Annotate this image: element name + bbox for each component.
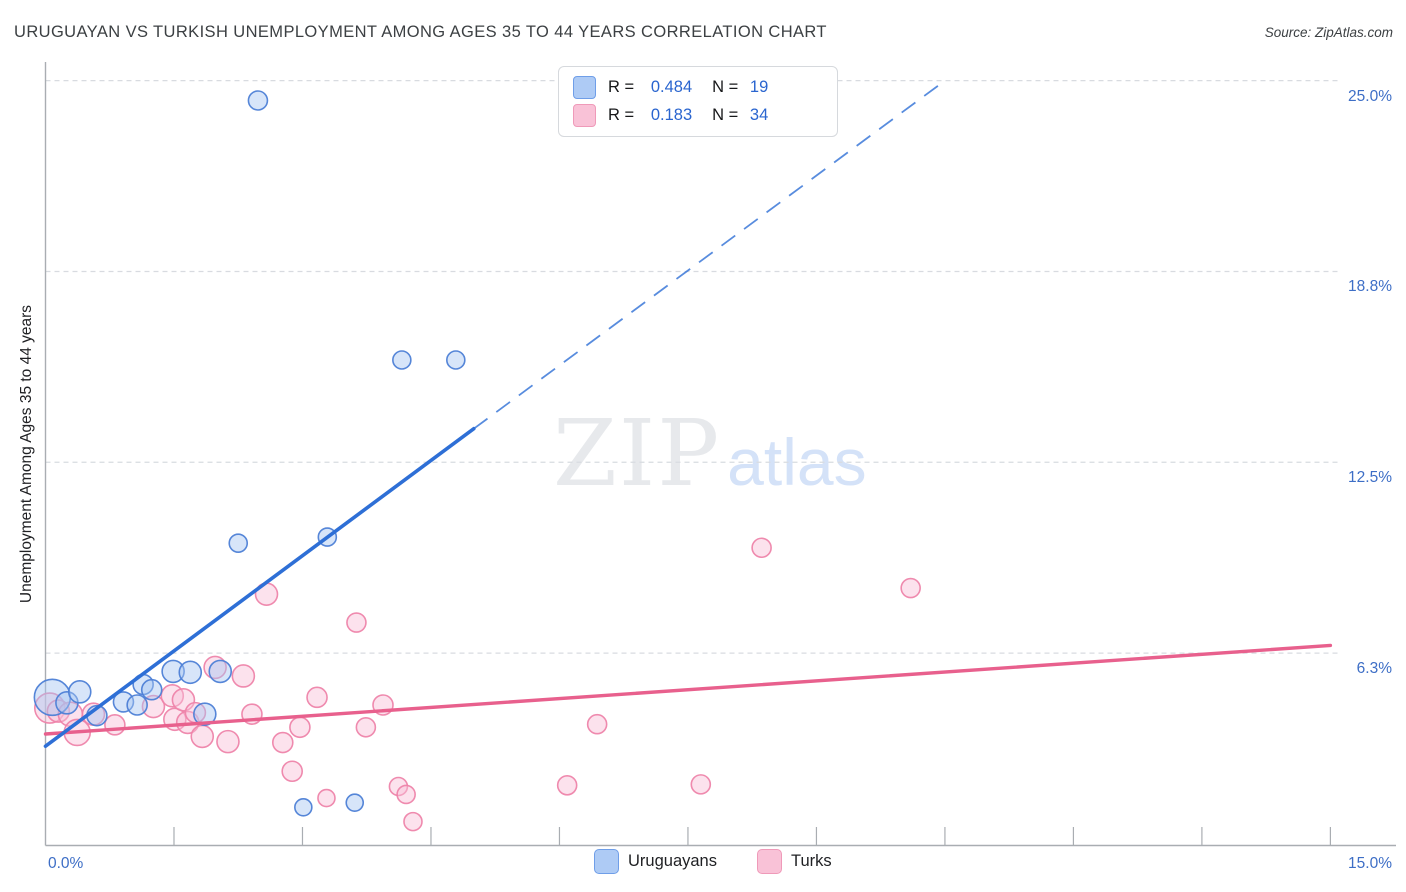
scatter-point-turks-15[interactable] <box>231 664 256 688</box>
scatter-point-turks-14[interactable] <box>216 729 240 754</box>
r-label: R = <box>608 106 635 124</box>
scatter-point-turks-24[interactable] <box>355 716 377 738</box>
uruguayans-swatch-icon <box>573 76 596 99</box>
source-text[interactable]: Source: ZipAtlas.com <box>1264 25 1393 40</box>
scatter-point-turks-18[interactable] <box>271 731 294 754</box>
n-label: N = <box>712 106 739 124</box>
scatter-point-uruguayans-12[interactable] <box>140 678 163 701</box>
y-axis-label-25.0%: 25.0% <box>1348 87 1392 105</box>
stats-row-uruguayans: R = 0.484 N = 19 <box>573 76 825 99</box>
scatter-point-turks-21[interactable] <box>306 686 328 709</box>
correlation-stats-legend: R = 0.484 N = 19 R = 0.183 N = 34 <box>558 66 838 137</box>
series-legend: Uruguayans Turks <box>594 849 832 874</box>
turks-legend-swatch-icon <box>756 849 782 874</box>
scatter-point-uruguayans-7[interactable] <box>67 680 92 704</box>
r-value: 0.484 <box>650 78 693 96</box>
scatter-point-turks-33[interactable] <box>900 577 921 599</box>
n-value: 19 <box>749 78 769 96</box>
scatter-point-turks-19[interactable] <box>281 760 304 783</box>
stats-row-turks: R = 0.183 N = 34 <box>573 104 825 127</box>
scatter-point-turks-32[interactable] <box>751 537 772 559</box>
legend-label-turks: Turks <box>790 852 832 870</box>
scatter-point-turks-26[interactable] <box>388 776 409 797</box>
scatter-point-uruguayans-10[interactable] <box>126 694 148 716</box>
scatter-point-uruguayans-4[interactable] <box>228 533 249 553</box>
turks-swatch-icon <box>573 104 596 127</box>
scatter-point-turks-27[interactable] <box>396 784 416 805</box>
scatter-point-turks-20[interactable] <box>289 716 311 739</box>
trend-line-uruguayans <box>43 426 476 749</box>
scatter-point-turks-31[interactable] <box>690 774 712 795</box>
scatter-point-uruguayans-17[interactable] <box>294 797 313 817</box>
scatter-point-turks-6[interactable] <box>141 694 166 719</box>
scatter-point-uruguayans-13[interactable] <box>161 659 185 684</box>
n-label: N = <box>712 78 739 96</box>
legend-label-uruguayans: Uruguayans <box>628 852 717 870</box>
page-title: URUGUAYAN VS TURKISH UNEMPLOYMENT AMONG … <box>14 23 827 41</box>
scatter-point-uruguayans-1[interactable] <box>392 350 412 370</box>
trend-line-turks <box>43 643 1333 736</box>
scatter-point-turks-22[interactable] <box>317 788 336 808</box>
y-axis-title: Unemployment Among Ages 35 to 44 years <box>18 304 35 604</box>
n-value: 34 <box>749 106 769 124</box>
scatter-point-turks-30[interactable] <box>586 713 608 735</box>
scatter-point-turks-28[interactable] <box>403 811 423 832</box>
uruguayans-legend-swatch-icon <box>594 849 619 874</box>
y-axis-label-12.5%: 12.5% <box>1348 469 1392 487</box>
r-value: 0.183 <box>650 106 693 124</box>
scatter-point-uruguayans-2[interactable] <box>446 350 466 370</box>
scatter-point-uruguayans-9[interactable] <box>112 691 135 713</box>
r-label: R = <box>608 78 635 96</box>
scatter-point-uruguayans-14[interactable] <box>178 660 203 685</box>
scatter-point-turks-29[interactable] <box>556 774 578 796</box>
legend-item-turks: Turks <box>756 849 832 874</box>
scatter-point-turks-23[interactable] <box>346 612 367 633</box>
scatter-point-uruguayans-15[interactable] <box>208 659 233 684</box>
trend-line-extension-uruguayans <box>473 79 946 430</box>
legend-item-uruguayans: Uruguayans <box>594 849 717 874</box>
scatter-point-uruguayans-18[interactable] <box>345 793 365 812</box>
scatter-point-uruguayans-0[interactable] <box>247 90 269 111</box>
y-axis-label-18.8%: 18.8% <box>1348 278 1392 296</box>
scatter-point-turks-12[interactable] <box>190 724 215 749</box>
x-axis-max-label: 15.0% <box>1348 855 1392 872</box>
x-axis-min-label: 0.0% <box>48 855 84 872</box>
y-axis-label-6.3%: 6.3% <box>1356 660 1392 678</box>
scatter-point-turks-5[interactable] <box>104 714 126 736</box>
scatter-point-uruguayans-16[interactable] <box>193 702 217 726</box>
